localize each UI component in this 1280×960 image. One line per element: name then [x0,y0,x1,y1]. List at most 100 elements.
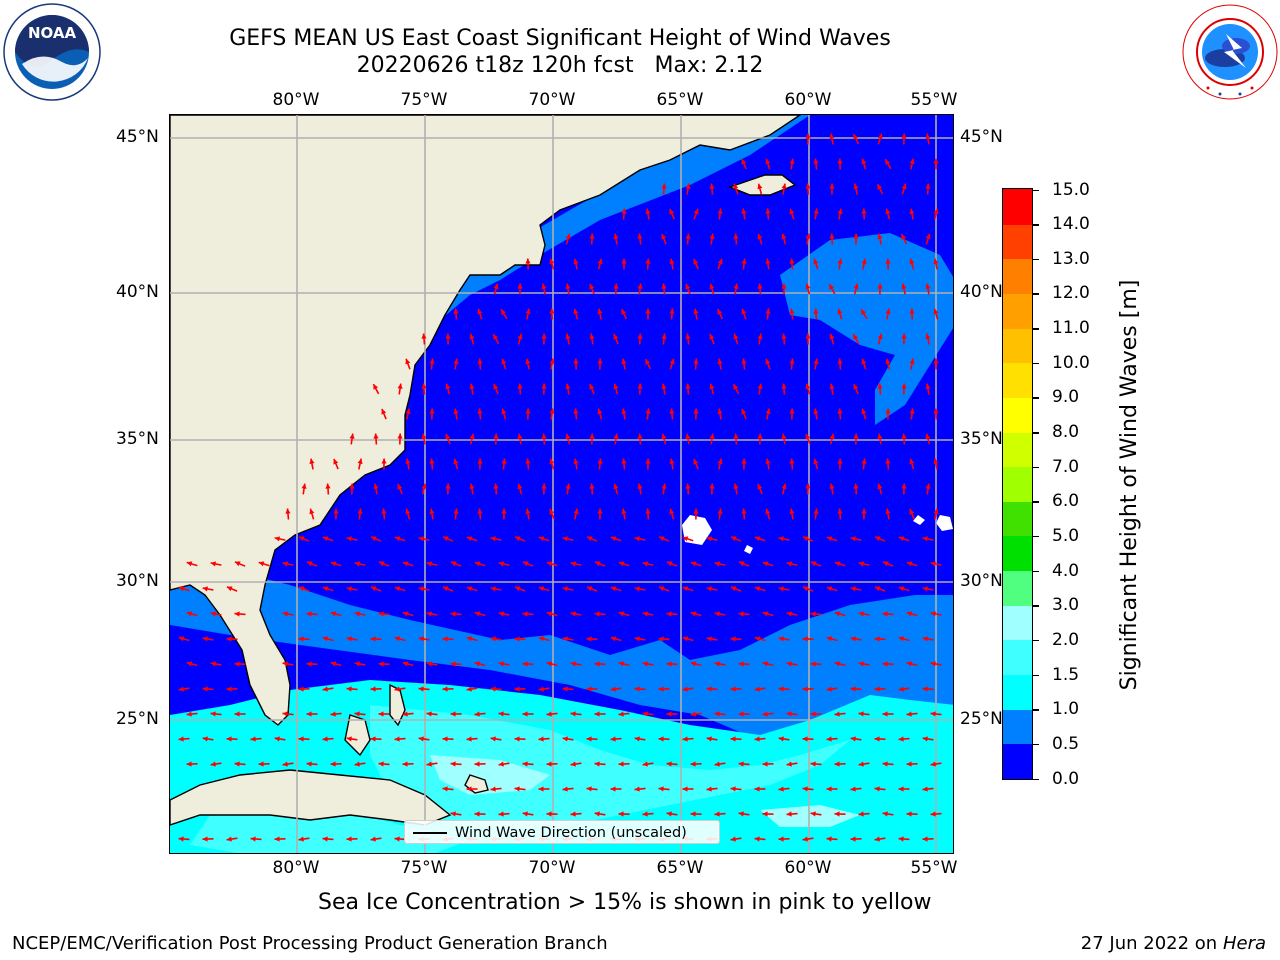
colorbar-tick-label: 1.0 [1052,699,1080,720]
colorbar-segment [1003,709,1032,745]
wave-arrow-head [429,358,435,364]
wave-arrow-head [661,233,667,240]
wave-arrow-head [354,611,360,617]
wave-arrow-head [906,561,913,567]
colorbar-tick [1033,293,1039,295]
wave-arrow-head [690,811,696,817]
wave-arrow-head [466,586,473,592]
map-panel[interactable] [169,114,954,854]
wave-arrow-head [882,661,888,667]
wave-arrow-head [501,309,506,315]
wave-arrow-head [930,661,936,667]
wave-arrow-head [805,483,811,489]
wave-arrow-head [781,333,787,339]
wave-arrow-head [493,334,498,340]
wave-arrow-head [757,233,763,240]
wave-arrow-head [490,786,496,792]
colorbar-tick [1033,743,1039,746]
wave-arrow-head [562,736,568,742]
wave-arrow-head [666,711,672,717]
wave-arrow-head [282,611,288,617]
wave-arrow-head [778,586,784,592]
wave-arrow-head [885,408,891,414]
wave-arrow-head [813,308,819,314]
wave-arrow-head [258,561,265,567]
colorbar-tick [1033,639,1039,642]
wave-arrow-head [234,661,240,667]
wave-arrow-head [322,586,329,592]
wave-arrow-head [594,711,600,717]
wave-arrow-head [765,458,771,464]
wave-arrow-head [837,308,843,315]
footer-machine: Hera [1222,933,1266,954]
wave-arrow-head [621,309,627,315]
wave-arrow-head [805,433,811,440]
wave-arrow-head [301,483,307,489]
wave-arrow-head [741,258,747,264]
wave-arrow-head [765,158,771,165]
wave-arrow-head [669,258,675,264]
wave-arrow-head [613,433,619,439]
colorbar-tick-label: 13.0 [1052,248,1090,269]
wave-arrow-head [549,458,555,465]
wave-arrow-head [466,786,472,792]
wave-arrow-head [933,358,939,364]
wave-arrow-head [882,711,888,717]
wave-arrow-head [874,686,880,692]
wave-arrow-head [234,711,240,717]
wave-arrow-head [837,158,843,164]
wave-arrow-head [930,561,936,567]
wave-arrow-head [330,661,337,667]
wave-arrow-head [453,308,459,314]
wave-arrow-head [309,458,315,464]
wave-arrow-head [357,458,363,465]
wave-arrow-head [178,736,184,742]
wave-arrow-head [837,208,843,215]
wave-arrow-head [421,483,427,490]
wave-arrow-head [402,711,408,717]
wave-arrow-head [346,686,352,692]
lon-label-bottom-80w: 80°W [272,858,320,878]
legend-line-sample [413,832,447,834]
wave-arrow-head [514,736,520,742]
wave-arrow-head [741,358,747,364]
wave-arrow-head [421,433,427,439]
wave-arrow-head [717,258,723,265]
wave-arrow-head [637,483,643,489]
wave-arrow-head [405,358,411,365]
wave-arrow-head [538,536,545,542]
wave-arrow-head [546,761,552,767]
wave-arrow-head [925,333,931,340]
wave-arrow-head [349,483,355,489]
wave-arrow-head [933,508,939,515]
wave-arrow-head [645,359,651,365]
wave-arrow-head [717,208,723,214]
wave-arrow-head [909,258,915,265]
wave-arrow-head [762,761,768,767]
wave-arrow-head [573,508,579,515]
wave-arrow-head [565,433,571,440]
wave-arrow-head [370,736,376,742]
wave-arrow-head [490,536,496,542]
wave-arrow-head [786,811,792,817]
wave-arrow-head [274,536,280,542]
wave-arrow-head [682,586,689,592]
wave-arrow-head [186,761,192,767]
wave-arrow-head [933,458,939,464]
wave-arrow-head [933,308,939,315]
wave-arrow-head [925,433,931,440]
wave-arrow-head [834,711,840,717]
wave-arrow-head [421,383,427,389]
wave-arrow-head [741,308,747,315]
wave-arrow-head [634,586,640,592]
wave-arrow-head [570,661,576,667]
wave-arrow-head [909,208,915,215]
wave-arrow-head [813,258,819,265]
wave-arrow-head [714,761,720,767]
wave-arrow-head [493,483,499,489]
wave-arrow-head [661,383,667,389]
wave-arrow-head [661,333,667,339]
wave-arrow-head [805,233,811,239]
wave-arrow-head [474,761,480,767]
wave-arrow-head [877,133,883,140]
